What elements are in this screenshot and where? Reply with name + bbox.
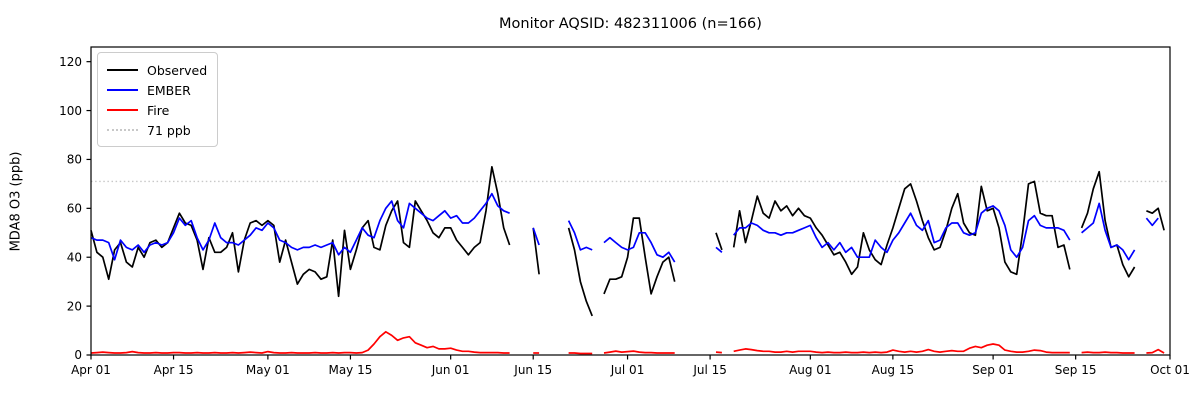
series-line-observed: [532, 227, 540, 275]
legend-label: Fire: [147, 102, 170, 118]
x-tick-label: Sep 15: [1055, 363, 1097, 377]
legend-line-swatch: [107, 89, 138, 91]
x-tick-label: Aug 01: [789, 363, 832, 377]
series-line-ember: [1145, 217, 1159, 227]
series-line-fire: [603, 350, 675, 354]
y-tick-label: 120: [59, 55, 82, 69]
legend-item: 71 ppb: [107, 120, 207, 140]
series-line-observed: [1146, 207, 1165, 231]
legend-line-swatch: [107, 109, 138, 111]
legend: Observed EMBER Fire 71 ppb: [97, 52, 219, 147]
x-tick-label: Jun 01: [431, 363, 470, 377]
series-line-fire: [1081, 351, 1135, 354]
y-tick-label: 60: [67, 202, 82, 216]
x-tick-label: Aug 15: [872, 363, 915, 377]
series-line-observed: [1080, 170, 1136, 278]
y-tick-label: 20: [67, 299, 82, 313]
legend-item: Fire: [107, 100, 207, 120]
series-line-ember: [567, 220, 593, 251]
y-tick-label: 100: [59, 104, 82, 118]
axes-frame: [90, 46, 1171, 356]
x-tick-label: Oct 01: [1150, 363, 1190, 377]
series-line-ember: [90, 192, 510, 261]
series-line-observed: [732, 180, 1071, 276]
x-tick-label: May 01: [246, 363, 290, 377]
series-line-fire: [90, 330, 510, 354]
series-line-observed: [603, 217, 676, 295]
y-axis-label: MDA8 O3 (ppb): [8, 151, 24, 252]
legend-label: EMBER: [147, 82, 191, 98]
legend-line-swatch: [107, 69, 138, 71]
series-line-ember: [733, 205, 1071, 259]
x-tick-label: Jul 15: [692, 363, 727, 377]
y-tick-label: 80: [67, 153, 82, 167]
x-tick-label: May 15: [328, 363, 372, 377]
y-tick-label: 40: [67, 250, 82, 264]
series-line-ember: [715, 246, 723, 253]
series-line-fire: [1146, 348, 1165, 354]
y-tick-label: 0: [74, 348, 82, 362]
legend-label: 71 ppb: [147, 122, 191, 138]
legend-label: Observed: [147, 62, 208, 78]
legend-line-swatch: [107, 129, 138, 131]
series-line-fire: [568, 352, 593, 355]
series-line-observed: [567, 227, 593, 317]
legend-item: EMBER: [107, 80, 207, 100]
x-tick-label: Apr 15: [154, 363, 194, 377]
series-line-ember: [1081, 202, 1136, 261]
series-line-fire: [715, 351, 722, 354]
series-line-observed: [90, 165, 511, 298]
x-tick-label: Sep 01: [972, 363, 1014, 377]
legend-item: Observed: [107, 60, 207, 80]
x-tick-label: Jun 15: [513, 363, 552, 377]
series-line-ember: [603, 231, 676, 263]
x-tick-label: Apr 01: [71, 363, 111, 377]
x-tick-label: Jul 01: [610, 363, 645, 377]
series-line-observed: [715, 232, 723, 251]
series-line-fire: [733, 343, 1070, 354]
series-line-ember: [532, 227, 540, 246]
